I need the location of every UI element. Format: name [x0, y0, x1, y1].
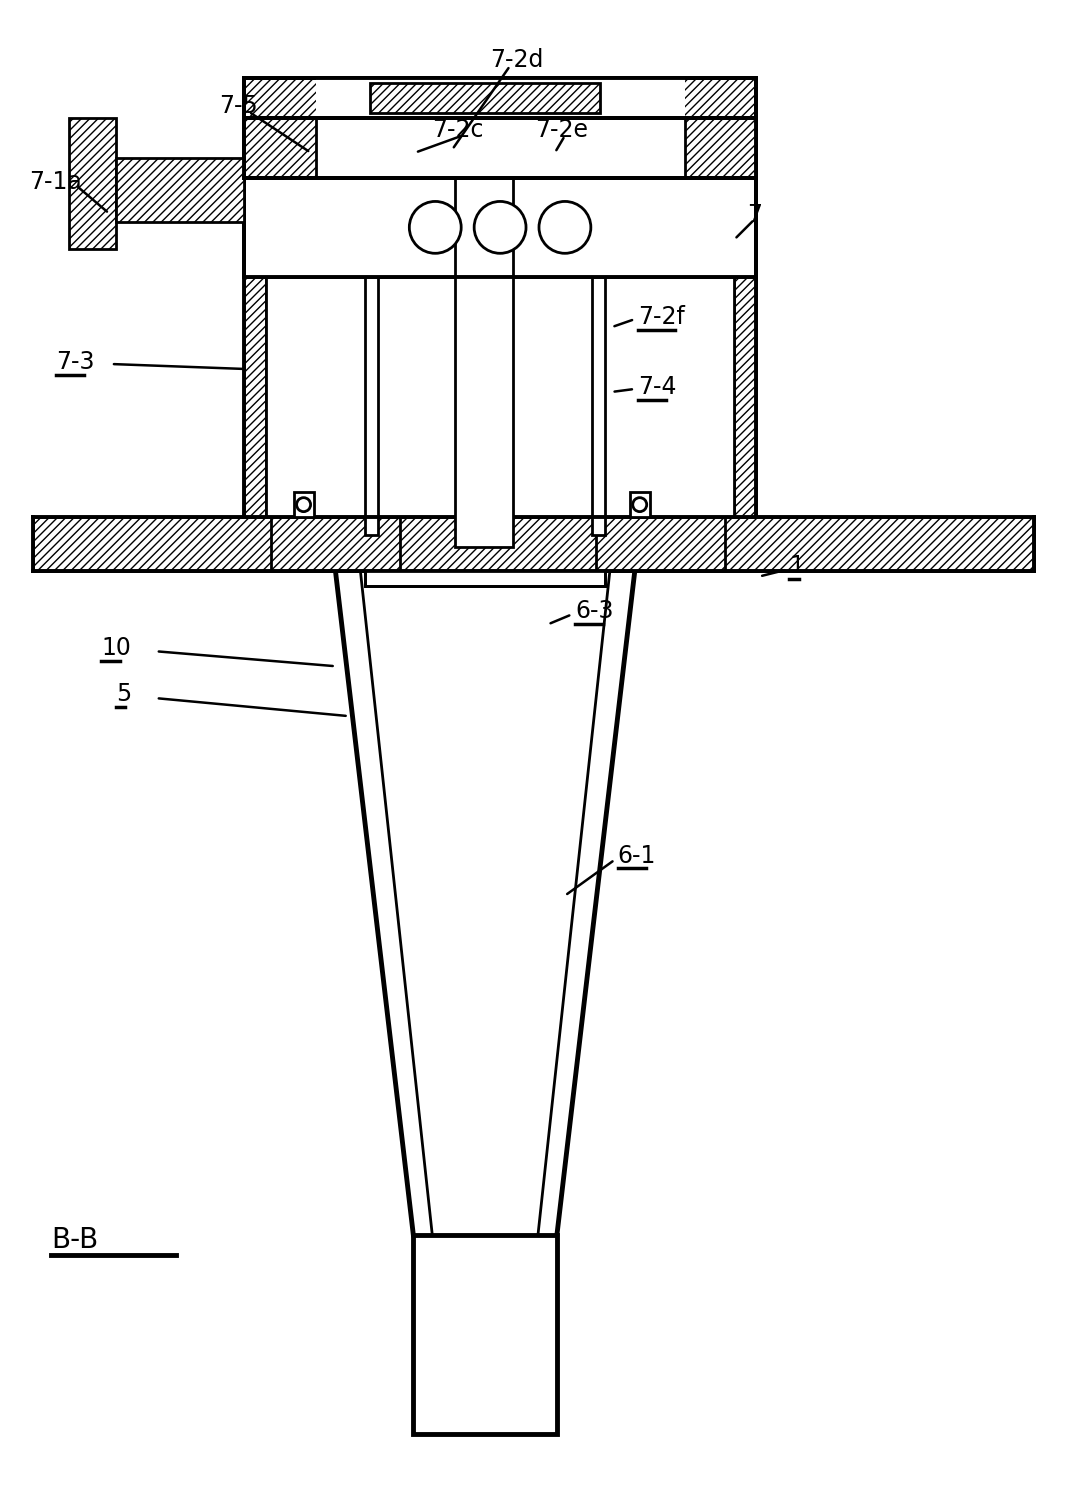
Circle shape	[297, 497, 310, 512]
Bar	[266, 178, 734, 517]
Text: 10: 10	[101, 636, 131, 660]
Bar	[365, 571, 605, 586]
Circle shape	[410, 202, 461, 253]
Bar	[734, 178, 757, 517]
Bar	[243, 117, 757, 178]
Bar	[243, 117, 316, 178]
Bar	[595, 517, 726, 571]
Bar	[243, 78, 757, 117]
Text: 6-1: 6-1	[618, 843, 656, 867]
Bar	[592, 178, 605, 535]
Text: B-B: B-B	[51, 1226, 98, 1253]
Bar	[316, 78, 685, 117]
Text: 7-2f: 7-2f	[638, 306, 685, 330]
Bar	[456, 178, 513, 547]
Bar	[271, 517, 400, 571]
Text: 7: 7	[748, 203, 763, 227]
Bar	[365, 178, 379, 535]
Text: 7-4: 7-4	[638, 375, 676, 399]
Bar	[33, 517, 1034, 571]
Bar	[271, 517, 400, 571]
Text: 7-5: 7-5	[219, 93, 257, 117]
Bar	[413, 1235, 557, 1434]
Bar	[595, 517, 726, 571]
Text: 1: 1	[790, 554, 805, 578]
Text: 7-2e: 7-2e	[535, 117, 588, 142]
Text: 7-1a: 7-1a	[29, 170, 82, 194]
Bar	[630, 491, 650, 517]
Bar	[293, 491, 314, 517]
Circle shape	[474, 202, 526, 253]
Circle shape	[539, 202, 591, 253]
Text: 6-3: 6-3	[575, 599, 614, 623]
Bar	[370, 83, 600, 113]
Circle shape	[633, 497, 647, 512]
Text: 5: 5	[116, 682, 131, 706]
Bar	[69, 117, 116, 250]
Text: 7-3: 7-3	[57, 349, 95, 373]
Text: 7-2c: 7-2c	[432, 117, 483, 142]
Bar	[243, 178, 757, 277]
Text: 7-2d: 7-2d	[490, 48, 543, 72]
Bar	[685, 117, 757, 178]
Bar	[116, 158, 243, 223]
Bar	[243, 178, 266, 517]
